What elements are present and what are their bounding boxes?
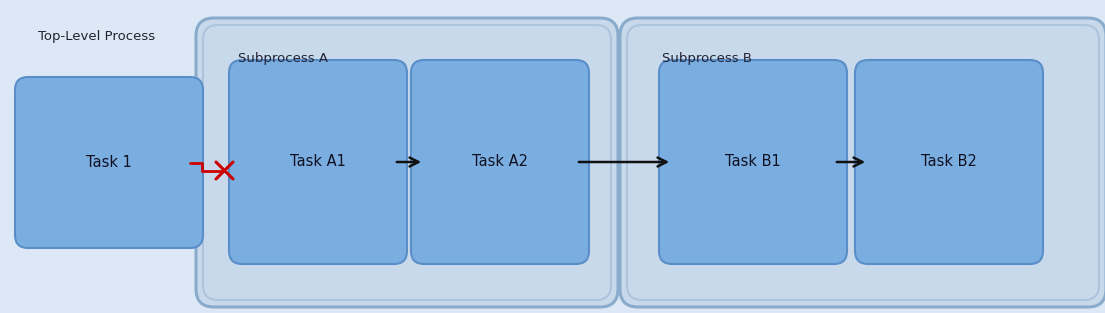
- Text: Subprocess A: Subprocess A: [238, 52, 328, 65]
- FancyBboxPatch shape: [15, 77, 203, 248]
- Text: Task 1: Task 1: [86, 155, 131, 170]
- FancyBboxPatch shape: [411, 60, 589, 264]
- FancyBboxPatch shape: [659, 60, 848, 264]
- FancyBboxPatch shape: [229, 60, 407, 264]
- Text: Task B1: Task B1: [725, 155, 781, 170]
- Text: Task B2: Task B2: [922, 155, 977, 170]
- FancyBboxPatch shape: [620, 18, 1105, 307]
- FancyBboxPatch shape: [196, 18, 618, 307]
- FancyBboxPatch shape: [855, 60, 1043, 264]
- Text: Task A2: Task A2: [472, 155, 528, 170]
- Text: Top-Level Process: Top-Level Process: [38, 30, 155, 43]
- FancyBboxPatch shape: [627, 25, 1099, 300]
- Text: Subprocess B: Subprocess B: [662, 52, 753, 65]
- FancyBboxPatch shape: [203, 25, 611, 300]
- Text: Task A1: Task A1: [290, 155, 346, 170]
